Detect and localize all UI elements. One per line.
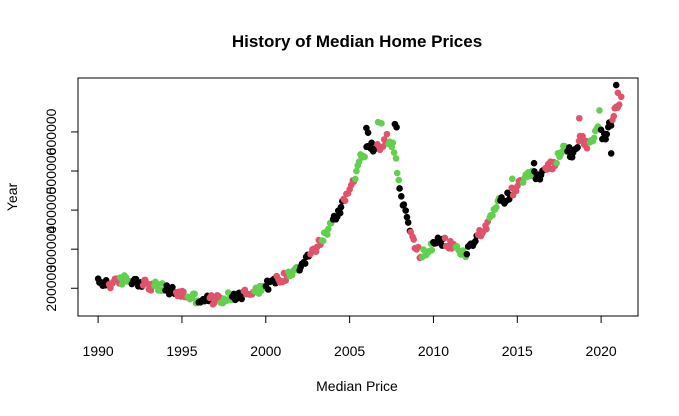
data-point	[353, 167, 360, 175]
data-point	[610, 112, 618, 120]
data-point	[508, 175, 516, 183]
data-point	[207, 292, 215, 299]
data-point	[607, 122, 615, 129]
x-axis: 1990 1995 2000 2005 2010 2015 2020	[83, 315, 617, 359]
data-point	[389, 139, 397, 147]
data-point	[583, 145, 591, 152]
data-point	[393, 123, 400, 131]
x-tick-label: 1990	[83, 343, 114, 359]
data-point	[553, 159, 560, 167]
data-point	[378, 120, 385, 127]
data-point	[337, 203, 345, 211]
y-tick-label: 600000	[43, 108, 59, 155]
data-point	[323, 231, 331, 238]
data-point	[463, 250, 471, 258]
data-point	[191, 290, 198, 298]
data-point	[602, 135, 609, 143]
data-point	[402, 207, 409, 214]
y-tick-label: 500000	[43, 147, 59, 194]
x-tick-label: 2005	[334, 343, 365, 359]
x-tick-label: 2010	[418, 343, 449, 359]
data-points	[94, 81, 625, 308]
data-point	[565, 144, 573, 151]
data-point	[590, 134, 598, 142]
x-tick-label: 2015	[502, 343, 533, 359]
data-point	[393, 169, 401, 177]
data-point	[238, 295, 246, 303]
data-point	[390, 149, 398, 156]
data-point	[617, 93, 625, 101]
data-point	[410, 236, 417, 243]
data-point	[352, 175, 359, 183]
data-point	[392, 155, 400, 162]
data-point	[493, 204, 500, 211]
x-axis-label: Median Price	[316, 378, 398, 394]
data-point	[403, 213, 411, 221]
data-point	[396, 185, 403, 192]
data-point	[472, 237, 479, 245]
data-point	[603, 130, 611, 138]
data-point	[512, 187, 520, 195]
data-point	[576, 114, 583, 122]
data-point	[574, 144, 581, 151]
data-point	[361, 153, 369, 161]
data-point	[428, 246, 436, 254]
data-point	[607, 150, 615, 157]
data-point	[383, 130, 391, 138]
data-point	[301, 260, 309, 267]
data-point	[596, 107, 603, 114]
data-point	[397, 193, 405, 200]
data-point	[483, 225, 490, 233]
data-point	[336, 209, 344, 217]
data-point	[530, 159, 538, 167]
data-point	[180, 288, 187, 296]
chart-title: History of Median Home Prices	[232, 32, 482, 51]
x-tick-label: 2020	[586, 343, 617, 359]
data-point	[368, 139, 375, 147]
data-point	[441, 234, 449, 242]
data-point	[153, 280, 161, 288]
y-axis-label: Year	[4, 183, 20, 212]
data-point	[395, 176, 403, 184]
data-point	[579, 132, 586, 140]
data-point	[325, 225, 332, 233]
data-point	[341, 197, 349, 205]
data-point	[615, 101, 623, 108]
data-point	[400, 201, 408, 208]
y-tick-label: 300000	[43, 226, 59, 273]
data-point	[404, 219, 412, 226]
data-point	[364, 129, 372, 137]
x-tick-label: 1995	[166, 343, 197, 359]
data-point	[147, 287, 155, 294]
y-tick-label: 200000	[43, 265, 59, 312]
data-point	[264, 286, 272, 293]
x-tick-label: 2000	[250, 343, 281, 359]
data-point	[414, 243, 422, 251]
y-tick-label: 400000	[43, 187, 59, 234]
data-point	[224, 289, 232, 296]
data-point	[612, 81, 620, 89]
data-point	[319, 237, 327, 245]
data-point	[489, 212, 496, 219]
